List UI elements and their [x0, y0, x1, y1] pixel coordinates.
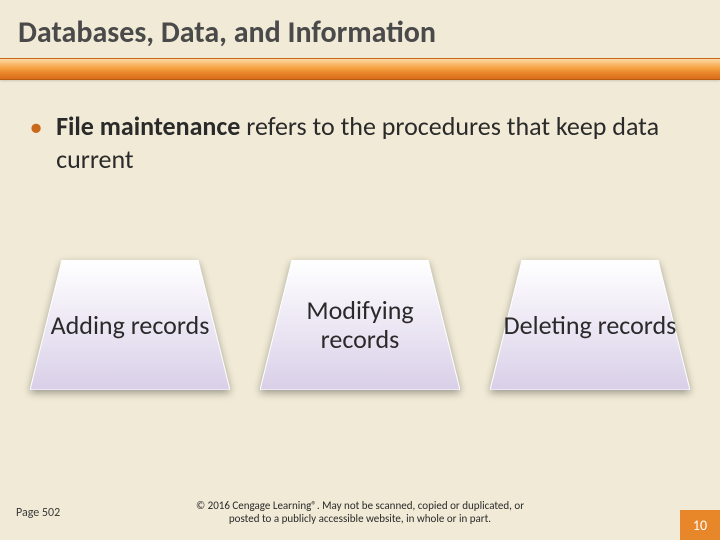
bullet-text: File maintenance refers to the procedure… [56, 110, 690, 175]
slide: Databases, Data, and Information ● File … [0, 0, 720, 540]
shape-label: Modifying records [260, 260, 460, 390]
shape-adding: Adding records [30, 260, 230, 390]
title-underline [0, 58, 720, 80]
slide-title: Databases, Data, and Information [18, 14, 436, 51]
copyright-text: © 2016 Cengage Learning®. May not be sca… [195, 499, 525, 527]
shape-label: Adding records [30, 260, 230, 390]
shape-deleting: Deleting records [490, 260, 690, 390]
bullet-item: ● File maintenance refers to the procedu… [30, 110, 690, 175]
bullet-icon: ● [30, 116, 42, 141]
shape-modifying: Modifying records [260, 260, 460, 390]
slide-number: 10 [680, 510, 720, 540]
shapes-row: Adding records Modifying records [0, 260, 720, 390]
page-reference: Page 502 [16, 506, 60, 520]
shape-label: Deleting records [490, 260, 690, 390]
bullet-bold-lead: File maintenance [56, 110, 240, 142]
